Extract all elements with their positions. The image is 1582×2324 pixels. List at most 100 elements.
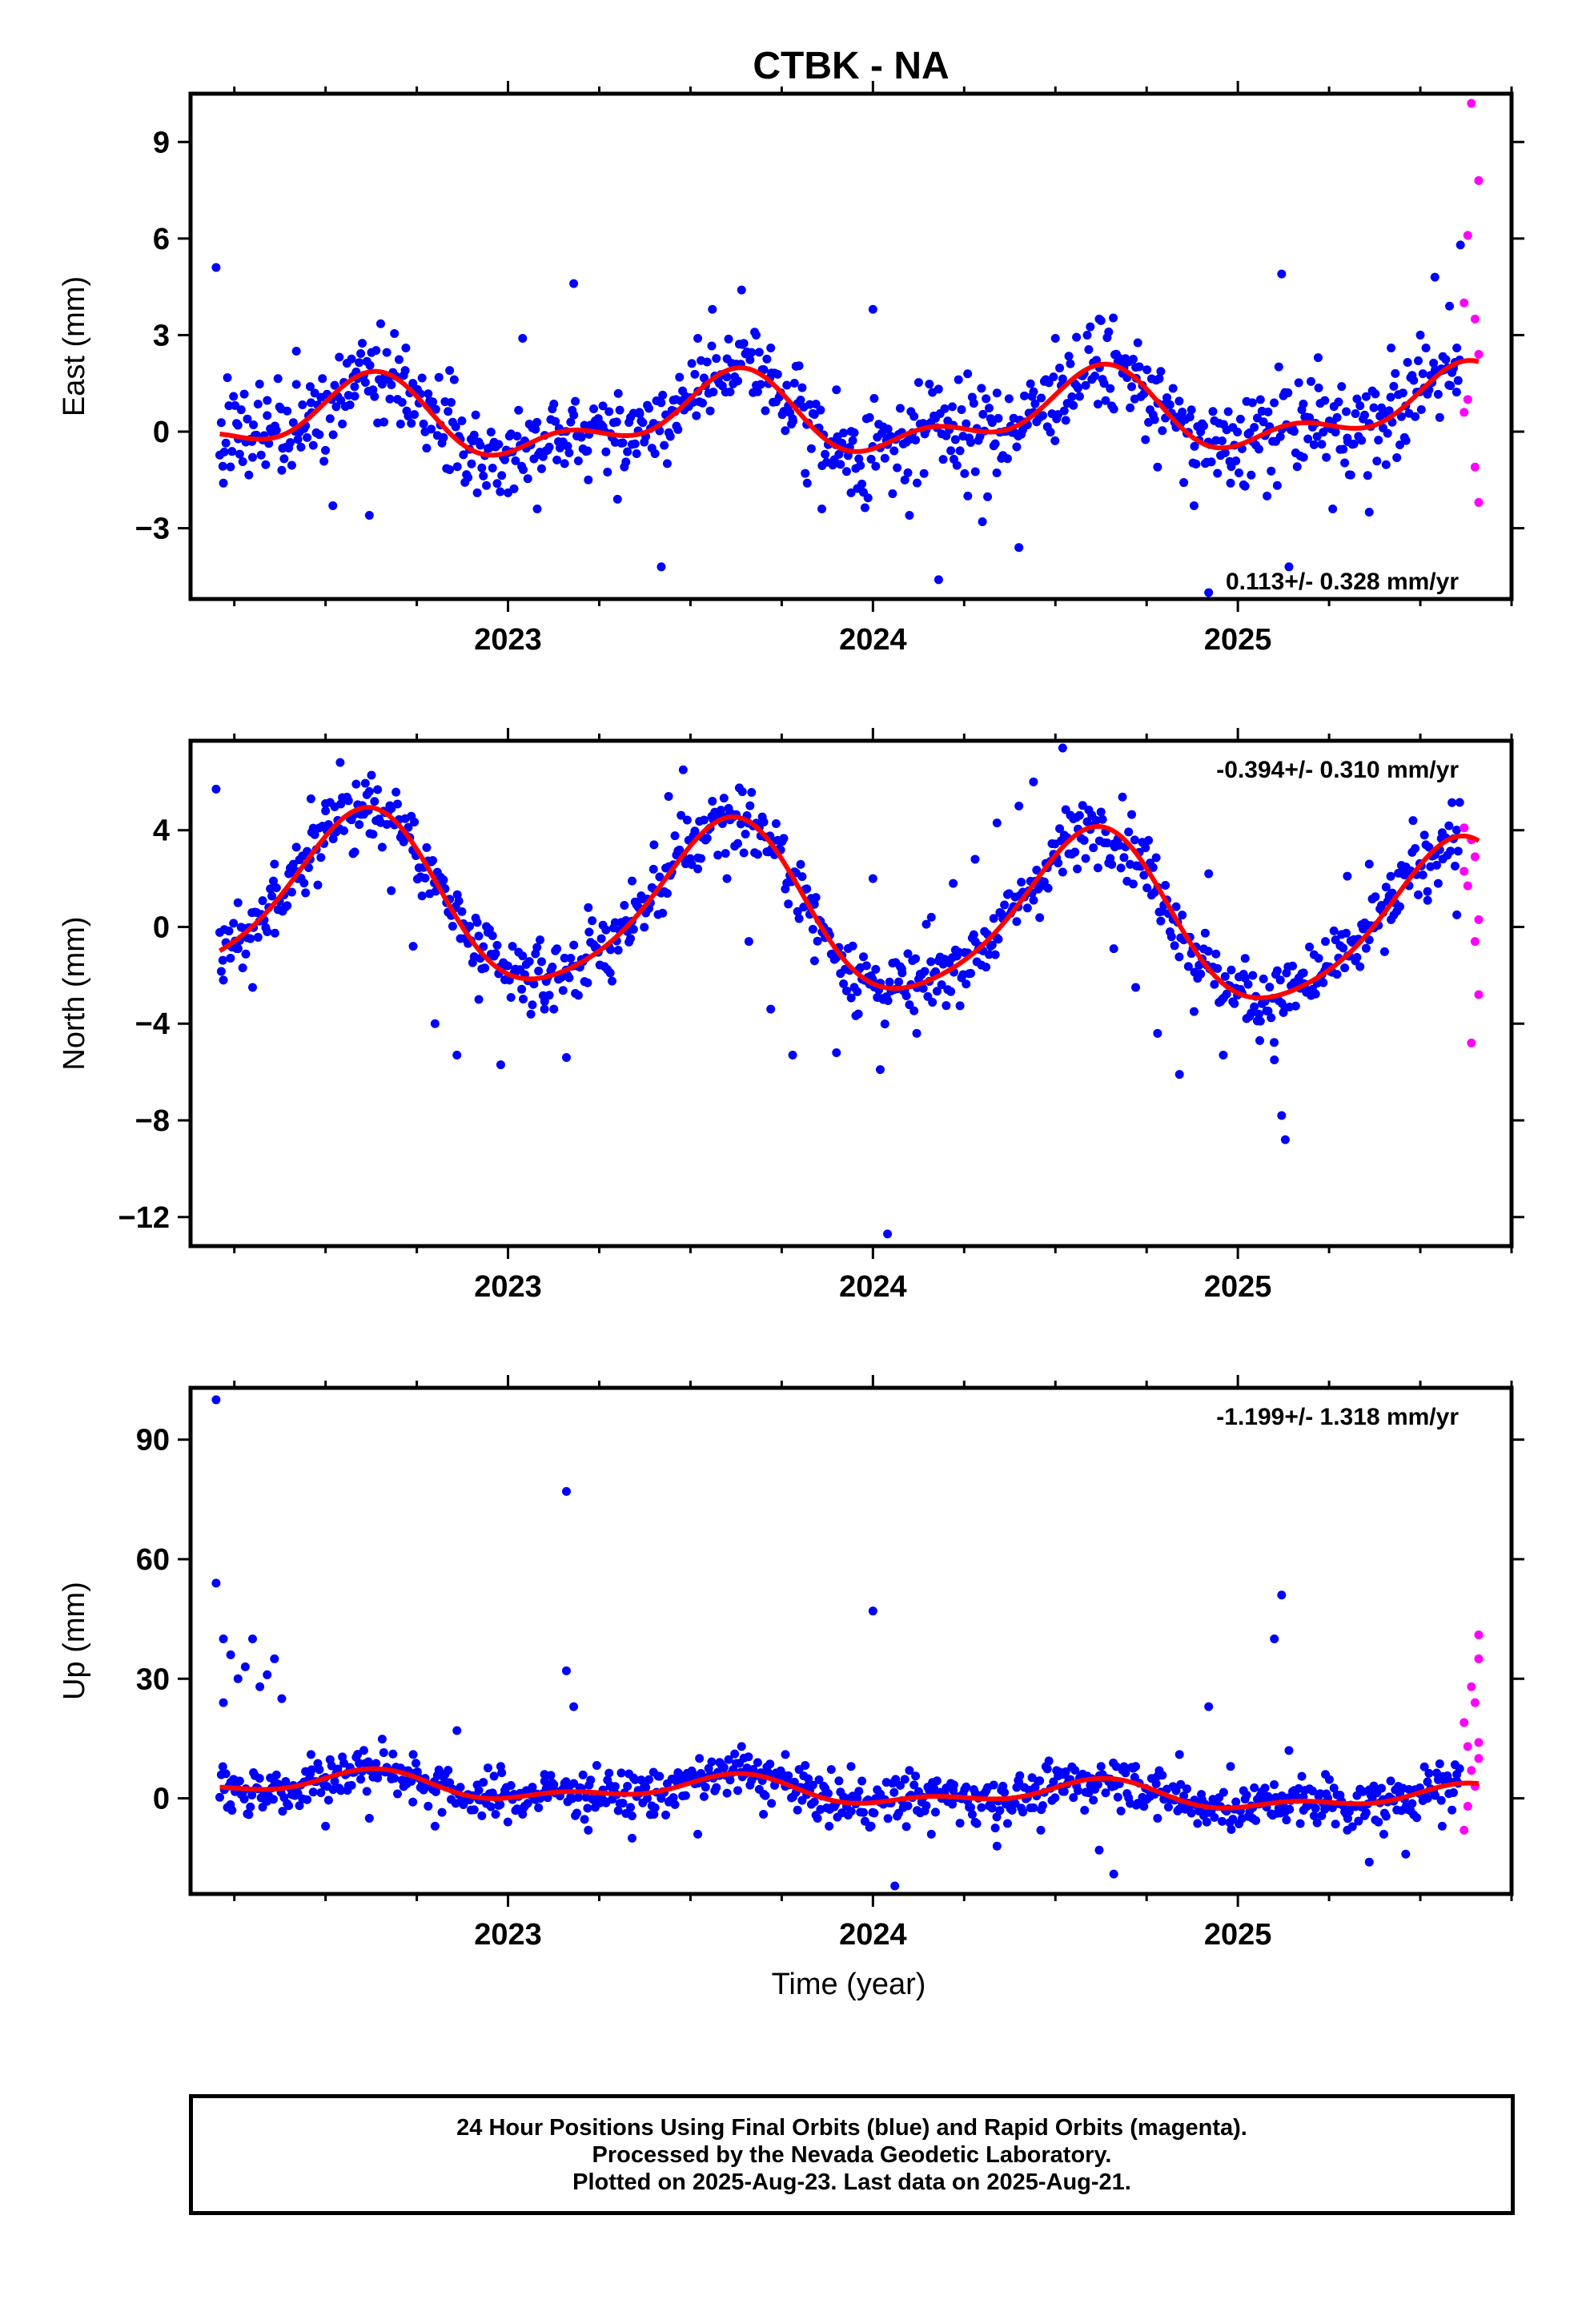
north-final-point: [218, 955, 227, 965]
east-final-point: [913, 478, 921, 488]
up-final-point: [781, 1750, 790, 1759]
east-final-point: [419, 419, 428, 428]
up-final-point: [623, 1781, 632, 1791]
east-final-point: [1306, 376, 1315, 386]
up-final-point: [1007, 1805, 1017, 1815]
north-final-point: [246, 934, 255, 943]
east-final-point: [612, 494, 622, 504]
north-rapid-point: [1470, 937, 1480, 947]
north-final-point: [905, 1000, 914, 1010]
north-final-point: [813, 936, 822, 946]
up-final-point: [1174, 1750, 1184, 1759]
north-final-point: [549, 1004, 559, 1014]
east-final-point: [519, 464, 528, 474]
up-final-point: [1307, 1786, 1317, 1795]
east-final-point: [1267, 466, 1276, 476]
north-final-point: [677, 810, 686, 820]
up-final-point: [270, 1654, 279, 1663]
east-final-point: [1109, 404, 1118, 414]
up-final-point: [1423, 1777, 1432, 1787]
up-final-point: [987, 1803, 997, 1813]
north-final-point: [1012, 917, 1022, 927]
east-final-point: [963, 491, 973, 501]
east-final-point: [504, 488, 513, 497]
east-final-point: [913, 378, 923, 388]
north-final-point: [536, 935, 545, 945]
up-x-tick-label: 2025: [1204, 1918, 1272, 1952]
east-final-point: [960, 468, 970, 478]
east-final-point: [987, 418, 997, 428]
north-final-point: [544, 991, 554, 1000]
north-final-point: [241, 949, 251, 959]
east-final-point: [1395, 440, 1405, 449]
east-final-point: [1104, 328, 1114, 337]
east-final-point: [946, 446, 956, 456]
east-final-point: [1452, 344, 1462, 353]
up-final-point: [1018, 1807, 1028, 1817]
up-final-point: [219, 1698, 228, 1707]
east-final-point: [221, 438, 231, 448]
north-rapid-point: [1467, 1038, 1476, 1047]
north-final-point: [1079, 835, 1089, 845]
east-final-point: [1233, 428, 1243, 437]
north-y-tick-label: −4: [135, 1007, 170, 1041]
east-final-point: [1343, 433, 1352, 443]
east-final-point: [603, 468, 612, 477]
north-final-point: [662, 889, 672, 899]
north-final-point: [1170, 941, 1179, 951]
east-final-point: [1141, 435, 1150, 444]
east-final-point: [832, 385, 841, 395]
up-final-point: [901, 1822, 911, 1831]
up-final-point: [1094, 1845, 1104, 1855]
up-final-point: [644, 1775, 653, 1784]
up-final-point: [846, 1762, 856, 1771]
up-final-point: [949, 1786, 958, 1795]
east-final-point: [486, 428, 496, 437]
north-final-point: [560, 953, 569, 963]
north-final-point: [1305, 943, 1315, 952]
east-final-point: [934, 384, 943, 394]
north-final-point: [1352, 952, 1362, 962]
up-final-point: [753, 1758, 762, 1767]
up-final-point: [1163, 1802, 1173, 1811]
east-final-point: [439, 432, 448, 442]
north-final-point: [1379, 947, 1389, 956]
up-final-point: [890, 1881, 900, 1891]
east-final-point: [492, 479, 502, 489]
east-final-point: [963, 369, 973, 379]
east-final-point: [1073, 382, 1082, 392]
east-final-point: [940, 404, 950, 413]
north-y-axis-label: North (mm): [58, 916, 91, 1070]
up-final-point: [1176, 1779, 1186, 1789]
east-final-point: [809, 410, 819, 420]
up-final-point: [1369, 1781, 1379, 1791]
east-final-point: [1374, 436, 1383, 445]
north-final-point: [1166, 932, 1176, 942]
north-final-point: [364, 786, 374, 796]
north-final-point: [1055, 824, 1065, 834]
east-x-tick-label: 2024: [839, 623, 907, 657]
north-final-point: [303, 863, 313, 873]
east-final-point: [745, 355, 755, 364]
north-final-point: [288, 859, 298, 869]
east-final-point: [865, 412, 874, 422]
north-final-point: [1087, 811, 1097, 821]
north-final-point: [1387, 915, 1396, 924]
east-final-point: [1429, 358, 1439, 368]
north-final-point: [1455, 798, 1464, 807]
north-final-point: [1230, 999, 1239, 1008]
east-rapid-point: [1474, 497, 1484, 507]
up-final-point: [247, 1634, 257, 1644]
east-final-point: [496, 487, 505, 497]
east-final-point: [1030, 399, 1040, 408]
north-final-point: [1381, 883, 1391, 892]
north-final-point: [1213, 963, 1223, 973]
north-rapid-point: [1474, 915, 1484, 924]
east-final-point: [401, 344, 411, 353]
east-final-point: [948, 402, 958, 412]
up-final-point: [825, 1821, 834, 1831]
east-final-point: [1156, 367, 1166, 376]
east-final-point: [371, 346, 381, 356]
north-final-point: [605, 968, 615, 978]
east-final-point: [394, 355, 404, 364]
